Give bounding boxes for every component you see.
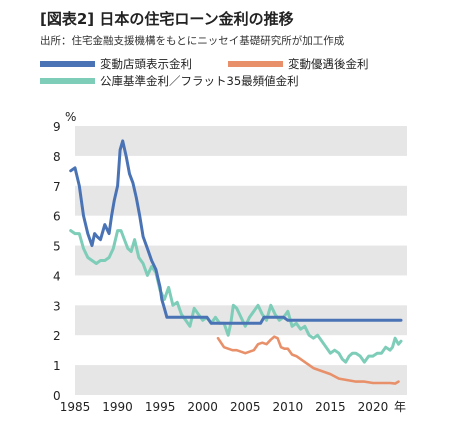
- x-unit-label: 年: [394, 400, 406, 414]
- legend-swatch-floating-preferential: [228, 61, 283, 67]
- x-tick-label: 1990: [102, 400, 133, 414]
- chart-source: 出所：住宅金融支援機構をもとにニッセイ基礎研究所が加工作成: [40, 34, 345, 47]
- legend-swatch-flat35: [40, 78, 95, 84]
- legend: 変動店頭表示金利 変動優遇後金利 公庫基準金利／フラット35最頻値金利: [40, 57, 369, 88]
- series-line-floating-posted: [69, 139, 403, 325]
- y-tick-label: 0: [53, 389, 61, 403]
- grid-band: [75, 245, 407, 276]
- x-tick-label: 2020: [358, 400, 389, 414]
- y-tick-label: 6: [53, 210, 61, 224]
- x-tick-label: 2010: [273, 400, 304, 414]
- y-tick-label: 1: [53, 359, 61, 373]
- plot-area: [69, 139, 403, 385]
- legend-label-flat35: 公庫基準金利／フラット35最頻値金利: [100, 74, 299, 88]
- legend-label-floating-preferential: 変動優遇後金利: [288, 57, 369, 71]
- grid-band: [75, 126, 407, 156]
- y-tick-label: 7: [53, 180, 61, 194]
- x-tick-label: 2000: [187, 400, 218, 414]
- x-axis: 1985 1990 1995 2000 2005 2010 2015 2020: [60, 400, 388, 414]
- y-unit-label: %: [65, 110, 76, 124]
- x-tick-label: 1985: [60, 400, 91, 414]
- y-tick-label: 9: [53, 120, 61, 134]
- series-line-flat35: [69, 229, 403, 364]
- y-tick-label: 5: [53, 240, 61, 254]
- legend-swatch-floating-posted: [40, 61, 95, 67]
- y-tick-label: 8: [53, 150, 61, 164]
- x-tick-label: 2015: [315, 400, 346, 414]
- y-tick-label: 3: [53, 299, 61, 313]
- legend-label-floating-posted: 変動店頭表示金利: [100, 57, 192, 71]
- grid-band: [75, 365, 407, 395]
- y-tick-label: 2: [53, 329, 61, 343]
- chart-title: [図表2] 日本の住宅ローン金利の推移: [40, 10, 294, 28]
- y-tick-label: 4: [53, 269, 61, 283]
- y-axis: 0 1 2 3 4 5 6 7 8 9: [53, 120, 61, 403]
- series-line-floating-preferential: [216, 335, 400, 385]
- x-tick-label: 2005: [230, 400, 261, 414]
- grid-band: [75, 185, 407, 216]
- x-tick-label: 1995: [145, 400, 176, 414]
